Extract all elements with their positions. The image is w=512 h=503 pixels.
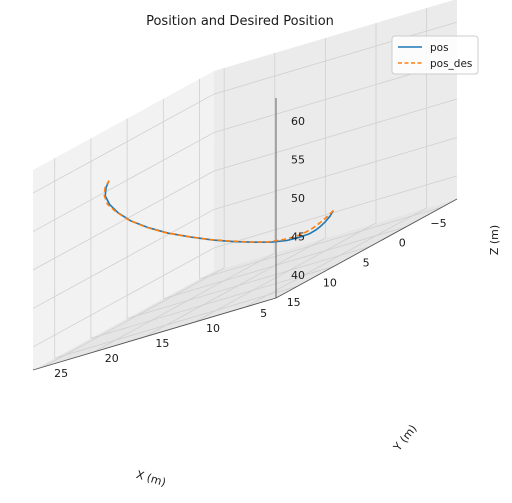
grid-line-y [42, 267, 225, 368]
x-tick-label: 0 [399, 237, 406, 250]
grid-line-x [90, 265, 335, 339]
z-tick-label: 60 [291, 115, 305, 128]
x-axis-line [275, 198, 458, 299]
y-tick-label: 5 [260, 307, 267, 320]
axis-lines [32, 98, 458, 371]
x-axis-label: X (m) [135, 468, 168, 489]
y-tick-label: 25 [54, 367, 68, 380]
grid-line-y [194, 222, 377, 323]
grid-line-z [32, 209, 215, 309]
x-tick-label: 10 [323, 276, 337, 289]
y-tick-label: 10 [206, 322, 220, 335]
grid-line-x [127, 246, 371, 319]
grid-line-x [163, 226, 407, 300]
grid-line-x [199, 206, 443, 280]
grid-lines [32, 8, 458, 368]
z-axis-label: Z (m) [488, 225, 501, 255]
grid-line-z [32, 132, 215, 232]
z-tick-label: 45 [291, 231, 305, 244]
legend-label-pos: pos [430, 42, 449, 54]
legend-label-pos-des: pos_des [430, 58, 472, 70]
grid-line-z [32, 247, 215, 348]
data-series [103, 180, 334, 243]
grid-line-z [213, 98, 458, 172]
grid-line-y [93, 252, 275, 353]
legend-box [391, 35, 479, 75]
x-tick-label: 15 [287, 296, 301, 309]
grid-line-z [213, 137, 458, 210]
tick-labels: −5 0 5 10 15 5 10 15 20 25 40 45 50 55 60 [54, 115, 447, 380]
chart-title: Position and Desired Position [146, 14, 334, 29]
y-tick-label: 15 [155, 337, 169, 350]
legend: pos pos_des [391, 35, 479, 75]
y-axis-line [32, 297, 277, 371]
x-tick-label: −5 [430, 217, 446, 230]
grid-line-z [213, 21, 458, 95]
grid-line-z [32, 170, 215, 271]
z-tick-label: 50 [291, 192, 305, 205]
grid-line-x [54, 285, 298, 359]
grid-line-y [144, 237, 326, 338]
z-tick-label: 40 [291, 269, 305, 282]
y-axis-label: Y (m) [390, 422, 419, 454]
grid-line-z [213, 175, 458, 249]
y-tick-label: 20 [105, 352, 119, 365]
z-tick-label: 55 [291, 154, 305, 167]
grid-line-z [32, 93, 215, 194]
x-tick-label: 5 [363, 257, 370, 270]
